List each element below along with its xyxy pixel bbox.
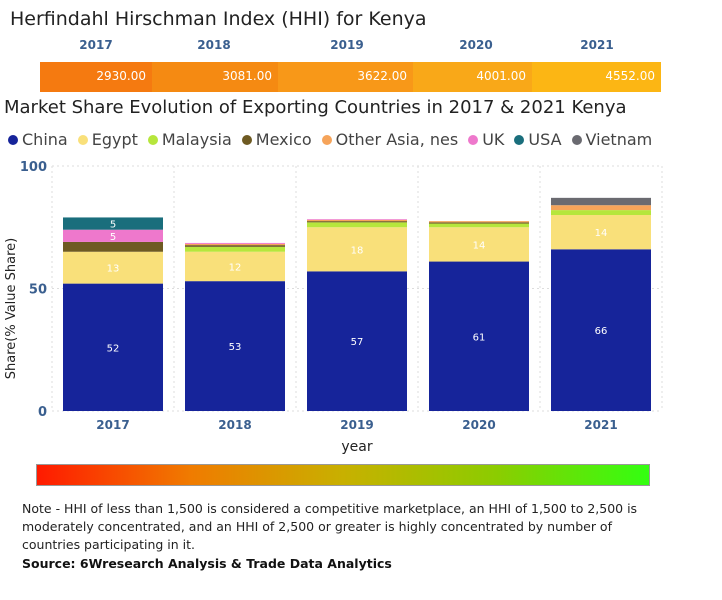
- hhi-cell-2021: 4552.00: [532, 62, 661, 92]
- source-text: Source: 6Wresearch Analysis & Trade Data…: [22, 556, 392, 571]
- data-label-china-2020: 61: [473, 332, 486, 343]
- legend-label-mexico: Mexico: [255, 130, 312, 149]
- labels-layer: 52 13 55 53 12 57 18 61 14 66 14: [107, 220, 608, 355]
- stacked-bar-chart: 52 13 55 53 12 57 18 61 14 66 14 0 50 100 2017 2018 201…: [4, 160, 663, 455]
- bar-usa-2017: [63, 217, 163, 230]
- bar-china-2020: [429, 261, 529, 411]
- hhi-year-2017: 2017: [79, 38, 113, 52]
- legend-swatch-china: [8, 134, 18, 145]
- bar-malaysia-2020: [429, 223, 529, 228]
- bar-china-2019: [307, 271, 407, 411]
- legend-swatch-egypt: [77, 134, 88, 145]
- hhi-cell-2017: 2930.00: [40, 62, 152, 92]
- hhi-bar: 2930.00 3081.00 3622.00 4001.00 4552.00: [40, 62, 661, 92]
- hhi-year-2021: 2021: [580, 38, 614, 52]
- y-tick-label-100: 100: [20, 160, 47, 175]
- bar-china-2021: [551, 249, 651, 411]
- legend-label-egypt: Egypt: [91, 130, 138, 149]
- x-tick-label-2018: 2018: [218, 418, 251, 432]
- legend-swatch-mexico: [241, 134, 252, 145]
- x-tick-label-2019: 2019: [340, 418, 373, 432]
- legend-swatch-vietnam: [571, 134, 582, 145]
- bar-other-asia-nes-2018: [185, 243, 285, 246]
- legend-swatch-usa: [514, 134, 525, 145]
- legend-swatch-uk: [468, 134, 479, 145]
- axis-layer: 0 50 100 2017 2018 2019 2020 2021 year Share(% Va…: [4, 160, 618, 455]
- legend-label-uk: UK: [482, 130, 505, 149]
- legend-item-china[interactable]: China: [8, 130, 68, 149]
- bar-mexico-2017: [63, 241, 163, 252]
- hhi-cell-2019: 3622.00: [278, 62, 413, 92]
- data-label-china-2018: 53: [229, 342, 242, 353]
- hhi-year-2019: 2019: [330, 38, 364, 52]
- bar-malaysia-2018: [185, 246, 285, 252]
- legend-label-malaysia: Malaysia: [161, 130, 232, 149]
- x-tick-label-2020: 2020: [462, 418, 495, 432]
- legend-item-vietnam[interactable]: Vietnam: [571, 130, 653, 149]
- data-label-egypt-2019: 18: [351, 245, 364, 256]
- bar-uk-2019: [307, 219, 407, 220]
- hhi-value-2019: 3622.00: [357, 69, 407, 83]
- hhi-gradient-scale: [36, 464, 650, 486]
- legend-item-malaysia[interactable]: Malaysia: [147, 130, 232, 149]
- hhi-cell-2018: 3081.00: [152, 62, 278, 92]
- bar-other-asia-nes-2021: [551, 205, 651, 211]
- y-tick-label-0: 0: [38, 405, 47, 420]
- bar-vietnam-2021: [551, 197, 651, 206]
- note-text: Note - HHI of less than 1,500 is conside…: [22, 501, 638, 552]
- bar-china-2018: [185, 281, 285, 411]
- legend-item-uk[interactable]: UK: [468, 130, 504, 149]
- bar-other-asia-nes-2020: [429, 221, 529, 223]
- legend-label-vietnam: Vietnam: [585, 130, 653, 149]
- bar-uk-2018: [185, 242, 285, 244]
- bar-mexico-2019: [307, 221, 407, 223]
- data-label-china-2019: 57: [351, 337, 364, 348]
- legend-item-usa[interactable]: USA: [514, 130, 562, 149]
- bar-mexico-2020: [429, 222, 529, 224]
- x-tick-label-2017: 2017: [96, 418, 129, 432]
- bar-egypt-2019: [307, 227, 407, 272]
- bar-malaysia-2021: [551, 210, 651, 215]
- data-label-uk-2017: 5: [110, 232, 116, 243]
- y-tick-label-50: 50: [29, 283, 47, 298]
- bars-layer: [63, 197, 651, 411]
- data-label-egypt-2018: 12: [229, 262, 242, 273]
- hhi-year-2020: 2020: [459, 38, 493, 52]
- legend-label-usa: USA: [528, 130, 562, 149]
- bar-mexico-2018: [185, 245, 285, 247]
- hhi-value-2020: 4001.00: [476, 69, 526, 83]
- data-label-egypt-2020: 14: [473, 240, 486, 251]
- legend-item-mexico[interactable]: Mexico: [241, 130, 312, 149]
- bar-egypt-2020: [429, 227, 529, 262]
- bar-malaysia-2019: [307, 222, 407, 228]
- bar-egypt-2021: [551, 215, 651, 250]
- data-label-china-2017: 52: [107, 343, 120, 354]
- legend-swatch-malaysia: [147, 134, 158, 145]
- chart-legend: China Egypt Malaysia Mexico Other Asia, …: [8, 130, 662, 149]
- y-axis-title: Share(% Value Share): [4, 238, 19, 380]
- bar-egypt-2018: [185, 251, 285, 282]
- x-tick-label-2021: 2021: [584, 418, 617, 432]
- bar-china-2017: [63, 283, 163, 411]
- legend-label-china: China: [22, 130, 68, 149]
- hhi-value-2017: 2930.00: [96, 69, 146, 83]
- data-label-egypt-2021: 14: [595, 228, 608, 239]
- data-label-egypt-2017: 13: [107, 264, 120, 275]
- data-label-china-2021: 66: [595, 326, 608, 337]
- data-label-usa-2017: 5: [110, 220, 116, 231]
- chart-title: Market Share Evolution of Exporting Coun…: [4, 97, 627, 118]
- hhi-title: Herfindahl Hirschman Index (HHI) for Ken…: [10, 8, 427, 30]
- bar-egypt-2017: [63, 251, 163, 284]
- hhi-cell-2020: 4001.00: [413, 62, 532, 92]
- hhi-value-2021: 4552.00: [605, 69, 655, 83]
- bar-other-asia-nes-2019: [307, 219, 407, 222]
- bar-uk-2017: [63, 229, 163, 242]
- legend-item-other-asia[interactable]: Other Asia, nes: [321, 130, 459, 149]
- hhi-year-2018: 2018: [197, 38, 231, 52]
- hhi-value-2018: 3081.00: [222, 69, 272, 83]
- legend-swatch-other-asia: [321, 134, 332, 145]
- legend-label-other-asia: Other Asia, nes: [335, 130, 459, 149]
- legend-item-egypt[interactable]: Egypt: [77, 130, 138, 149]
- x-axis-title: year: [341, 439, 372, 455]
